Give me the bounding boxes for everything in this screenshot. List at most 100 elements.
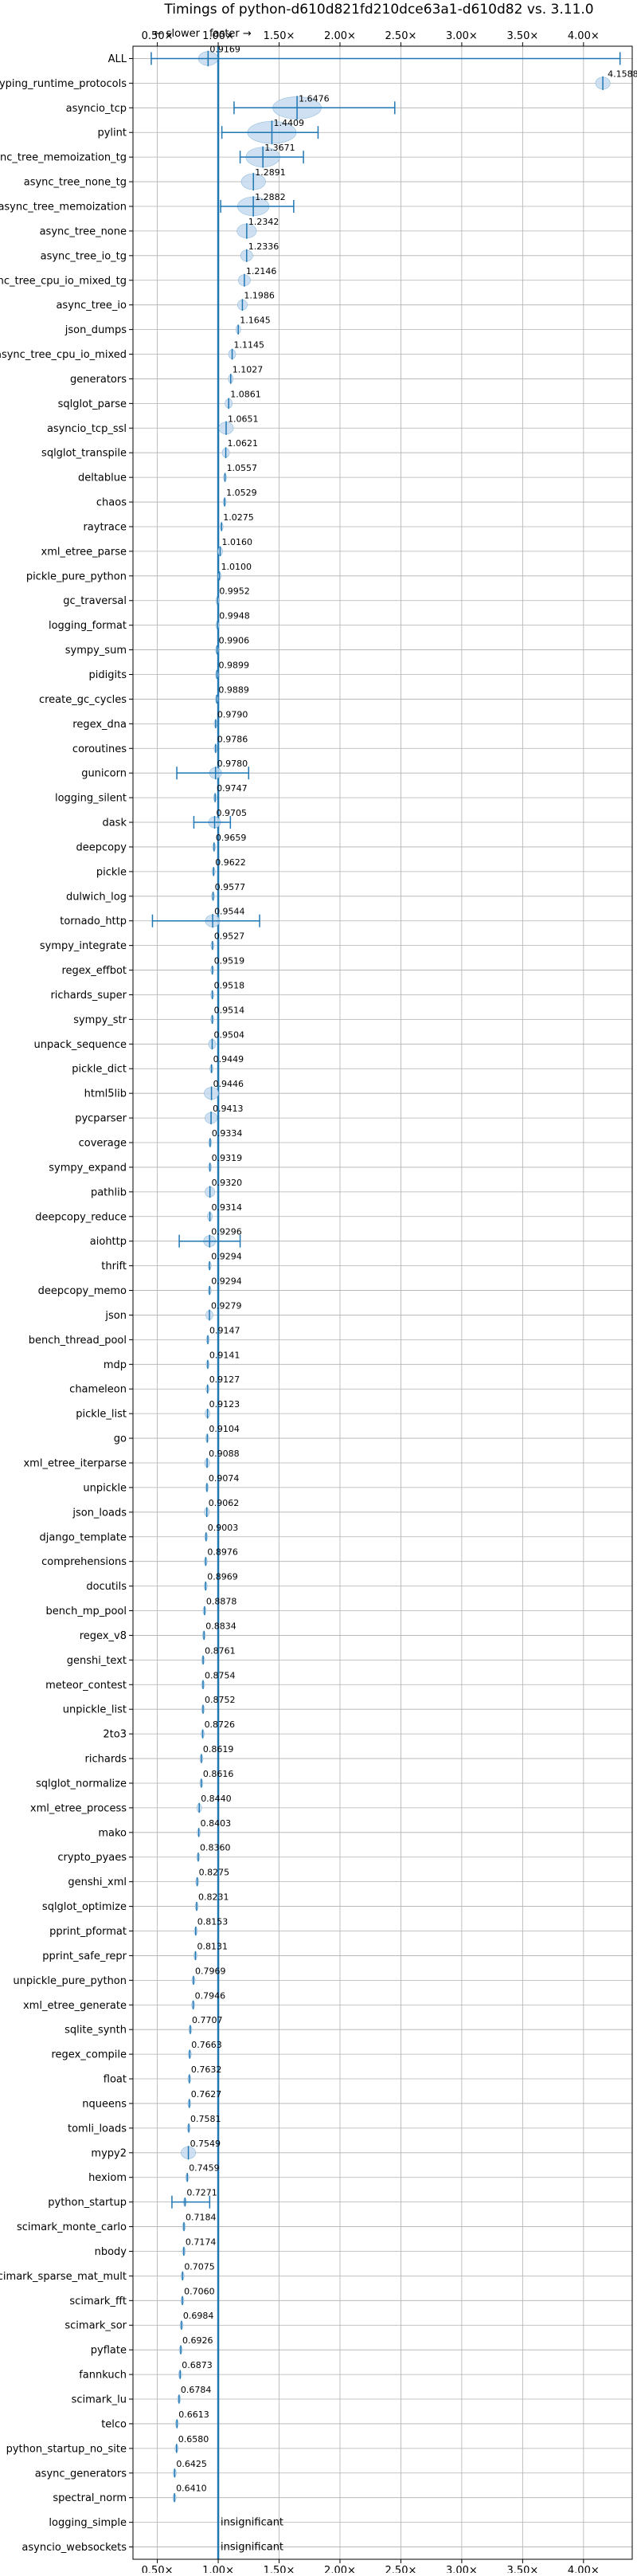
category-label: fannkuch (79, 2370, 127, 2382)
category-label: genshi_xml (68, 1876, 127, 1888)
x-tick-label-bottom: 3.00× (446, 2565, 478, 2573)
value-label: 0.8131 (197, 1941, 227, 1951)
value-label: 1.2342 (248, 217, 279, 227)
value-label: 0.8752 (205, 1695, 236, 1705)
category-label: richards_super (50, 990, 127, 1002)
category-label: nqueens (82, 2098, 127, 2110)
category-label: unpickle (83, 1482, 127, 1494)
value-label: 0.9169 (209, 44, 240, 54)
insignificant-label: insignificant (221, 2517, 283, 2529)
category-label: gunicorn (81, 768, 127, 780)
category-label: typing_runtime_protocols (0, 78, 127, 90)
value-label: 0.9334 (212, 1128, 243, 1139)
category-label: pprint_pformat (49, 1926, 127, 1938)
category-label: mako (98, 1827, 127, 1839)
x-tick-label-top: 4.00× (568, 30, 600, 42)
category-label: docutils (86, 1581, 127, 1593)
category-label: json_loads (72, 1507, 127, 1519)
x-tick-label-bottom: 0.50× (142, 2565, 174, 2573)
value-label: 0.8153 (197, 1917, 229, 1927)
category-label: sympy_expand (49, 1162, 127, 1174)
category-label: sympy_sum (65, 645, 127, 657)
faster-label: faster → (209, 28, 252, 40)
category-label: regex_v8 (80, 1630, 127, 1642)
value-label: 0.7632 (191, 2064, 221, 2075)
value-label: 1.2891 (255, 167, 286, 178)
value-label: 0.7060 (184, 2286, 215, 2296)
value-label: 1.4409 (273, 118, 304, 128)
category-label: pathlib (91, 1186, 127, 1198)
value-label: 1.0529 (226, 488, 257, 498)
category-label: json_dumps (64, 324, 127, 336)
category-label: html5lib (84, 1088, 127, 1100)
value-label: 0.7707 (192, 2015, 223, 2025)
insignificant-label: insignificant (221, 2542, 283, 2554)
value-label: 0.9141 (209, 1350, 240, 1360)
category-label: richards (85, 1754, 127, 1766)
value-label: 1.1645 (240, 316, 271, 326)
category-label: sympy_str (73, 1014, 127, 1026)
category-label: meteor_contest (45, 1680, 127, 1692)
category-label: pycparser (75, 1113, 127, 1125)
value-label: 0.9504 (213, 1029, 244, 1040)
category-label: async_tree_none (40, 225, 127, 237)
x-tick-label-top: 1.00× (202, 30, 234, 42)
value-label: 0.7174 (186, 2237, 217, 2247)
value-label: 0.9780 (217, 759, 248, 769)
value-label: 0.9413 (213, 1104, 244, 1114)
value-label: 0.6425 (176, 2459, 207, 2469)
category-label: logging_silent (55, 793, 127, 805)
category-label: spectral_norm (53, 2492, 127, 2504)
category-label: scimark_lu (72, 2394, 127, 2406)
category-label: asyncio_tcp_ssl (47, 423, 127, 435)
chart-title: Timings of python-d610d821fd210dce63a1-d… (163, 2, 593, 18)
value-label: 0.6613 (178, 2409, 209, 2420)
category-label: pidigits (89, 669, 127, 681)
category-label: telco (101, 2418, 127, 2430)
value-label: 0.9088 (209, 1449, 240, 1459)
category-label: ALL (108, 53, 127, 65)
category-label: deepcopy_reduce (35, 1211, 127, 1223)
value-label: 0.6984 (183, 2311, 214, 2321)
value-label: 0.8616 (203, 1769, 234, 1779)
category-label: logging_format (49, 620, 127, 632)
category-label: generators (70, 374, 127, 386)
value-label: 1.1027 (233, 364, 264, 374)
category-label: thrift (101, 1261, 127, 1272)
category-label: async_tree_cpu_io_mixed (0, 349, 127, 361)
value-label: 0.8754 (205, 1670, 236, 1680)
value-label: 0.9899 (219, 661, 250, 671)
category-label: async_tree_memoization_tg (0, 152, 127, 164)
category-label: aiohttp (90, 1236, 127, 1248)
value-label: 1.0621 (228, 438, 259, 449)
value-label: 0.8619 (203, 1744, 233, 1755)
category-label: scimark_sparse_mat_mult (0, 2271, 127, 2283)
category-label: comprehensions (41, 1556, 127, 1568)
category-label: sympy_integrate (40, 940, 127, 952)
category-label: raytrace (83, 521, 127, 533)
value-label: 0.9446 (213, 1079, 244, 1089)
category-label: tomli_loads (68, 2123, 127, 2135)
value-label: 0.9705 (217, 808, 248, 818)
category-label: dulwich_log (66, 891, 127, 903)
value-label: 0.9449 (213, 1054, 244, 1065)
x-tick-label-bottom: 2.50× (385, 2565, 417, 2573)
value-label: 1.3671 (264, 143, 295, 153)
value-label: 1.0100 (221, 562, 252, 572)
value-label: 0.9296 (211, 1227, 242, 1237)
category-label: coroutines (72, 743, 127, 755)
slower-label: ← slower (154, 28, 201, 40)
value-label: 0.9889 (218, 684, 249, 695)
value-label: 0.9544 (214, 907, 245, 917)
category-label: bench_mp_pool (45, 1606, 127, 1617)
category-label: sqlglot_normalize (36, 1778, 127, 1790)
category-label: xml_etree_process (30, 1802, 127, 1814)
value-label: 0.9074 (209, 1473, 240, 1484)
x-tick-label-top: 1.50× (264, 30, 295, 42)
category-label: pyflate (91, 2345, 127, 2357)
value-label: 0.9659 (216, 833, 247, 843)
value-label: 1.2146 (246, 266, 277, 276)
value-label: 1.2882 (255, 192, 286, 202)
grid-lines (133, 46, 632, 2559)
category-label: chaos (96, 497, 127, 509)
